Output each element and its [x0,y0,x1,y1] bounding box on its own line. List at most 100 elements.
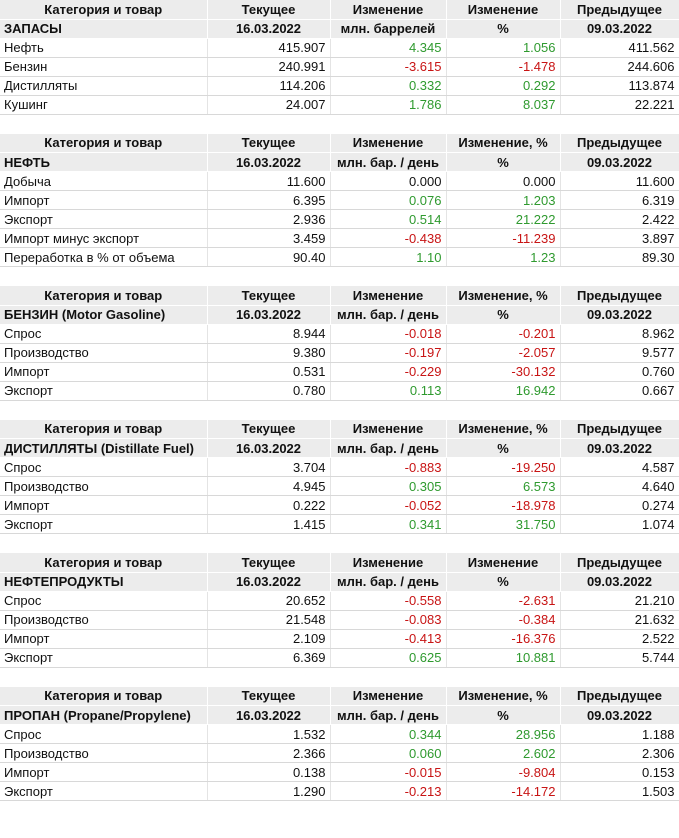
value-cell: 2.306 [560,743,679,763]
value-cell: 1.074 [560,514,679,534]
value-cell: -30.132 [446,362,561,382]
value-cell: 0.341 [330,514,447,534]
value-cell: -19.250 [446,457,561,477]
header-cell: Текущее [207,419,331,439]
item-cell: Экспорт [0,648,208,668]
value-cell: 4.587 [560,457,679,477]
value-cell: -0.213 [330,781,447,801]
value-cell: 21.222 [446,209,561,229]
value-cell: 89.30 [560,247,679,267]
subheader-row: ЗАПАСЫ 16.03.2022 млн. баррелей% 09.03.2022 [0,19,679,39]
value-cell: 28.956 [446,724,561,744]
header-cell: Изменение [330,419,447,439]
value-cell: -0.438 [330,228,447,248]
subheader-cell: млн. бар. / день [330,152,447,172]
value-cell: 2.366 [207,743,331,763]
value-cell: 1.10 [330,247,447,267]
value-cell: 1.188 [560,724,679,744]
value-cell: 3.704 [207,457,331,477]
subheader-cell: 16.03.2022 [207,19,331,39]
data-row: Импорт минус экспорт 3.459 -0.438 -11.239 3.… [0,228,679,248]
header-cell: Категория и товар [0,286,208,306]
header-cell: Категория и товар [0,0,208,20]
data-row: Импорт 2.109 -0.413 -16.376 2.522 [0,629,679,649]
header-cell: Текущее [207,0,331,20]
item-cell: Переработка в % от объема [0,247,208,267]
item-cell: Импорт минус экспорт [0,228,208,248]
value-cell: 10.881 [446,648,561,668]
value-cell: -2.057 [446,343,561,363]
data-row: Кушинг 24.007 1.786 8.037 22.221 [0,95,679,115]
data-table: Категория и товар Текущее Изменение Изменен… [0,0,679,115]
subheader-row: НЕФТЕПРОДУКТЫ 16.03.2022 млн. бар. / день%… [0,572,679,592]
subheader-cell: млн. бар. / день [330,572,447,592]
value-cell: -16.376 [446,629,561,649]
header-cell: Текущее [207,133,331,153]
value-cell: -0.083 [330,610,447,630]
header-cell: Изменение [330,553,447,573]
header-cell: Изменение, % [446,419,561,439]
value-cell: 0.060 [330,743,447,763]
value-cell: 0.153 [560,762,679,782]
header-cell: Категория и товар [0,133,208,153]
item-cell: Экспорт [0,781,208,801]
data-table: Категория и товар Текущее Изменение Изменен… [0,686,679,801]
item-cell: Добыча [0,171,208,191]
item-cell: Экспорт [0,209,208,229]
item-cell: Экспорт [0,381,208,401]
value-cell: 6.369 [207,648,331,668]
value-cell: 8.944 [207,324,331,344]
data-table: Категория и товар Текущее Изменение Изменен… [0,553,679,668]
value-cell: 1.23 [446,247,561,267]
value-cell: 90.40 [207,247,331,267]
subheader-cell: НЕФТЕПРОДУКТЫ [0,572,208,592]
value-cell: 0.292 [446,76,561,96]
subheader-row: НЕФТЬ 16.03.2022 млн. бар. / день% 09.03.20… [0,152,679,172]
value-cell: -0.384 [446,610,561,630]
item-cell: Производство [0,343,208,363]
value-cell: 0.625 [330,648,447,668]
header-cell: Текущее [207,286,331,306]
value-cell: 0.514 [330,209,447,229]
data-row: Производство 21.548 -0.083 -0.384 21.632 [0,610,679,630]
value-cell: -0.015 [330,762,447,782]
subheader-cell: % [446,152,561,172]
item-cell: Спрос [0,324,208,344]
data-row: Добыча 11.600 0.000 0.000 11.600 [0,171,679,191]
value-cell: 415.907 [207,38,331,58]
value-cell: -0.558 [330,591,447,611]
value-cell: 0.531 [207,362,331,382]
data-row: Импорт 0.531 -0.229 -30.132 0.760 [0,362,679,382]
data-row: Производство 4.945 0.305 6.573 4.640 [0,476,679,496]
value-cell: 4.945 [207,476,331,496]
value-cell: 6.319 [560,190,679,210]
header-cell: Категория и товар [0,686,208,706]
header-cell: Предыдущее [560,686,679,706]
item-cell: Импорт [0,629,208,649]
header-cell: Текущее [207,686,331,706]
subheader-cell: 16.03.2022 [207,152,331,172]
item-cell: Дистилляты [0,76,208,96]
value-cell: 0.344 [330,724,447,744]
value-cell: 8.037 [446,95,561,115]
item-cell: Спрос [0,457,208,477]
header-cell: Изменение, % [446,686,561,706]
subheader-row: ДИСТИЛЛЯТЫ (Distillate Fuel) 16.03.2022 мл… [0,438,679,458]
value-cell: -18.978 [446,495,561,515]
subheader-cell: млн. баррелей [330,19,447,39]
data-row: Производство 2.366 0.060 2.602 2.306 [0,743,679,763]
data-row: Экспорт 6.369 0.625 10.881 5.744 [0,648,679,668]
header-cell: Изменение, % [446,133,561,153]
value-cell: 20.652 [207,591,331,611]
item-cell: Нефть [0,38,208,58]
header-cell: Категория и товар [0,419,208,439]
value-cell: -3.615 [330,57,447,77]
value-cell: -2.631 [446,591,561,611]
value-cell: -0.052 [330,495,447,515]
header-cell: Предыдущее [560,133,679,153]
value-cell: -9.804 [446,762,561,782]
header-cell: Изменение [330,0,447,20]
subheader-cell: 09.03.2022 [560,305,679,325]
value-cell: 21.210 [560,591,679,611]
subheader-cell: 16.03.2022 [207,572,331,592]
